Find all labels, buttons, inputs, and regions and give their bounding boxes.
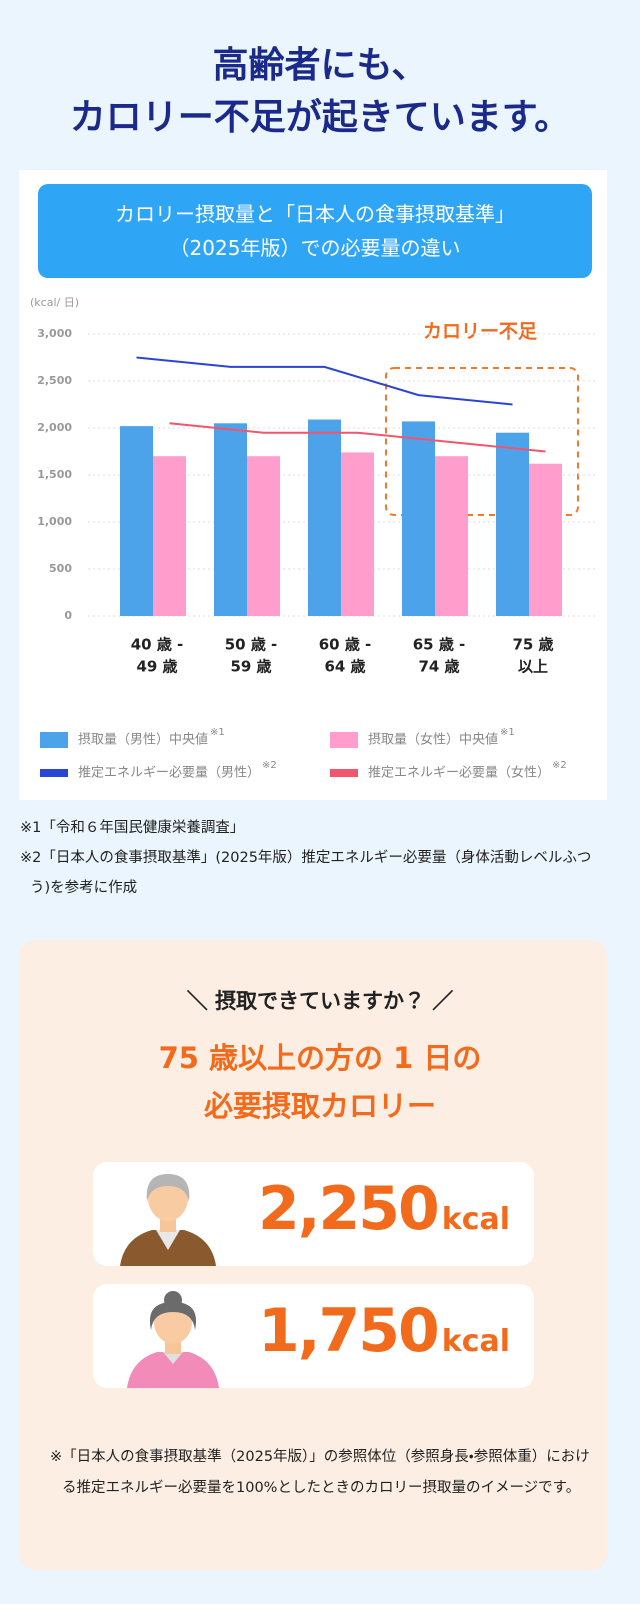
x-tick-label: 以上	[518, 658, 548, 676]
legend-label: 推定エネルギー必要量（男性）	[78, 766, 260, 781]
check-heading: 75 歳以上の方の 1 日の 必要摂取カロリー	[0, 1034, 640, 1130]
y-tick-label: 1,000	[37, 515, 72, 528]
woman-icon	[127, 1291, 219, 1388]
man-icon	[120, 1174, 216, 1266]
amount: 1,750	[258, 1296, 440, 1366]
y-tick-label: 1,500	[37, 468, 72, 481]
legend-swatch	[40, 732, 68, 748]
legend-note: ※1	[210, 727, 225, 738]
legend-swatch	[330, 769, 358, 777]
x-tick-label: 49 歳	[136, 658, 177, 676]
heading-line: 75 歳以上の方の 1 日の	[158, 1041, 482, 1075]
bar	[308, 419, 341, 616]
legend-note: ※2	[262, 760, 277, 771]
footnotes: ※1「令和６年国民健康栄養調査」 ※2「日本人の食事摂取基準」(2025年版）推…	[20, 813, 605, 903]
line	[136, 356, 513, 406]
x-tick-label: 40 歳 -	[131, 636, 184, 654]
bar	[247, 456, 280, 616]
prompt: ＼ 摂取できていますか？ ／	[186, 989, 454, 1013]
page-title: 高齢者にも、 カロリー不足が起きています。	[0, 40, 640, 144]
note: ※「日本人の食事摂取基準（2025年版）」の参照体位（参照身長・参照体重）におけ…	[50, 1449, 590, 1496]
y-tick-label: 2,000	[37, 421, 72, 434]
bar	[496, 432, 529, 616]
y-axis-label: (kcal/ 日)	[30, 296, 79, 309]
calorie-amount: 1,750 kcal	[258, 1296, 510, 1366]
title-line: 高齢者にも、	[212, 45, 428, 86]
legend-note: ※1	[500, 727, 515, 738]
footnote: ※2「日本人の食事摂取基準」(2025年版）推定エネルギー必要量（身体活動レベル…	[20, 850, 592, 896]
annotation-box	[385, 367, 579, 516]
calorie-box: 1,750 kcal	[93, 1284, 534, 1388]
calorie-box: 2,250 kcal	[93, 1162, 534, 1266]
chart-title-line: （2025年版）での必要量の違い	[169, 236, 461, 260]
heading-line: 必要摂取カロリー	[203, 1089, 436, 1123]
legend-note: ※2	[552, 760, 567, 771]
chart-title: カロリー摂取量と「日本人の食事摂取基準」 （2025年版）での必要量の違い	[38, 184, 592, 278]
bar	[435, 456, 468, 616]
bar	[214, 423, 247, 616]
legend-swatch	[330, 732, 358, 748]
legend-label: 摂取量（女性）中央値	[368, 732, 498, 748]
title-line: カロリー不足が起きています。	[69, 97, 571, 138]
unit: kcal	[441, 1324, 511, 1359]
unit: kcal	[441, 1202, 511, 1237]
legend-label: 推定エネルギー必要量（女性）	[368, 766, 550, 781]
y-tick-label: 3,000	[37, 327, 72, 340]
x-tick-label: 65 歳 -	[413, 636, 466, 654]
legend-swatch	[40, 769, 68, 777]
y-tick-label: 0	[64, 609, 72, 622]
bar	[402, 421, 435, 616]
y-tick-label: 2,500	[37, 374, 72, 387]
x-tick-label: 50 歳 -	[225, 636, 278, 654]
bar	[120, 426, 153, 616]
annotation: カロリー不足	[423, 321, 538, 343]
bar	[153, 456, 186, 616]
x-tick-label: 75 歳	[512, 636, 553, 654]
calorie-amount: 2,250 kcal	[258, 1174, 510, 1244]
chart-title-line: カロリー摂取量と「日本人の食事摂取基準」	[115, 202, 515, 226]
y-tick-label: 500	[49, 562, 72, 575]
amount: 2,250	[258, 1174, 440, 1244]
footnote: ※1「令和６年国民健康栄養調査」	[20, 820, 245, 836]
x-tick-label: 74 歳	[418, 658, 459, 676]
bar	[529, 463, 562, 616]
legend-label: 摂取量（男性）中央値	[78, 732, 208, 748]
x-tick-label: 64 歳	[324, 658, 365, 676]
line	[169, 422, 546, 453]
x-tick-label: 59 歳	[230, 658, 271, 676]
x-tick-label: 60 歳 -	[319, 636, 372, 654]
bar	[341, 452, 374, 616]
chart: (kcal/ 日) カロリー不足 0 500 1,000 1,500 2,000 2,50…	[30, 296, 596, 781]
